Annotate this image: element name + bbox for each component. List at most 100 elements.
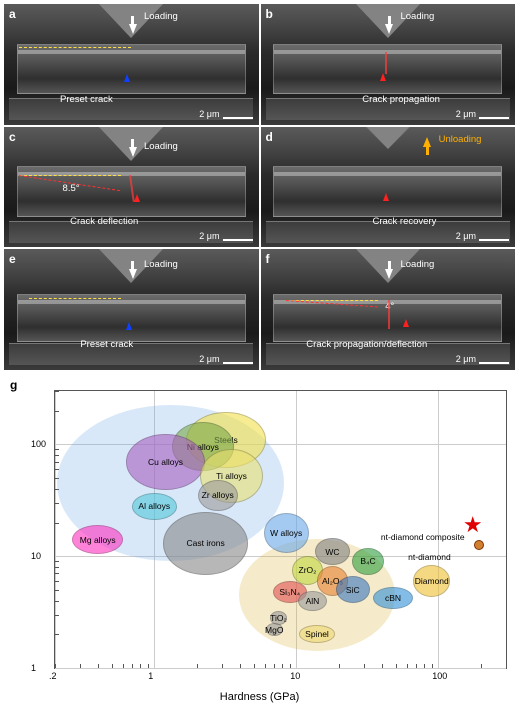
material-label-cBN: cBN: [385, 593, 401, 603]
minor-tick: [265, 664, 266, 668]
minor-tick: [123, 664, 124, 668]
loading-label: Loading: [144, 259, 178, 270]
loading-arrow-icon: [129, 24, 137, 34]
minor-tick: [254, 664, 255, 668]
star-icon: ★: [463, 512, 483, 538]
minor-tick: [55, 561, 59, 562]
minor-tick: [55, 581, 59, 582]
scale-label: 2 μm: [456, 109, 476, 119]
dot-icon: [474, 540, 484, 550]
scale-label: 2 μm: [456, 354, 476, 364]
material-label-SiC: SiC: [346, 585, 360, 595]
caption-e: Preset crack: [80, 339, 133, 350]
highlight-label-nt-diamond-composite: nt-diamond composite: [381, 532, 465, 542]
caption-a: Preset crack: [60, 94, 113, 105]
material-label-Mg alloys: Mg alloys: [80, 535, 116, 545]
scale-line-icon: [479, 362, 509, 364]
panel-label-f: f: [266, 252, 270, 266]
minor-tick: [55, 462, 59, 463]
scale-label: 2 μm: [199, 354, 219, 364]
material-label-Zr alloys: Zr alloys: [202, 490, 234, 500]
material-label-Diamond: Diamond: [415, 576, 449, 586]
sem-panel-d: d Unloading Crack recovery 2 μm: [261, 127, 516, 248]
minor-tick: [424, 664, 425, 668]
sem-panel-b: b Loading Crack propagation 2 μm: [261, 4, 516, 125]
material-label-WC: WC: [325, 547, 339, 557]
loading-label: Loading: [400, 11, 434, 22]
sem-panel-grid: a Loading Preset crack 2 μm b Loading Cr…: [0, 0, 519, 374]
minor-tick: [55, 590, 59, 591]
caption-b: Crack propagation: [362, 94, 440, 105]
loading-arrow-icon: [385, 269, 393, 279]
scale-line-icon: [479, 239, 509, 241]
minor-tick: [481, 664, 482, 668]
scale-bar: 2 μm: [456, 354, 509, 364]
material-label-Cast irons: Cast irons: [186, 538, 224, 548]
minor-tick: [55, 664, 56, 668]
minor-tick: [55, 601, 59, 602]
y-tick-label: 1: [31, 663, 51, 673]
minor-tick: [55, 391, 59, 392]
loading-label: Loading: [400, 259, 434, 270]
unloading-arrow-icon: [423, 137, 431, 147]
material-label-AlN: AlN: [306, 596, 320, 606]
sem-panel-a: a Loading Preset crack 2 μm: [4, 4, 259, 125]
minor-tick: [55, 449, 59, 450]
y-tick-label: 10: [31, 551, 51, 561]
minor-tick: [55, 634, 59, 635]
crack-line-icon: [388, 300, 390, 329]
loading-label: Loading: [144, 11, 178, 22]
minor-tick: [382, 664, 383, 668]
crack-line-icon: [385, 52, 387, 74]
panel-label-c: c: [9, 130, 16, 144]
crack-arrow-icon: [380, 73, 386, 81]
panel-label-e: e: [9, 252, 16, 266]
reference-line: [29, 298, 121, 299]
sem-panel-e: e Loading Preset crack 2 μm: [4, 249, 259, 370]
sem-panel-f: f 4° Loading Crack propagation/deflectio…: [261, 249, 516, 370]
specimen-bar: [17, 294, 246, 342]
loading-label: Unloading: [439, 134, 482, 145]
minor-tick: [364, 664, 365, 668]
panel-label-a: a: [9, 7, 16, 21]
highlight-label-nt-diamond: nt-diamond: [408, 552, 451, 562]
specimen-bar: [273, 166, 502, 217]
material-label-W alloys: W alloys: [270, 528, 302, 538]
gridline: [438, 391, 439, 668]
minor-tick: [55, 615, 59, 616]
sem-panel-c: c 8.5° Loading Crack deflection 2 μm: [4, 127, 259, 248]
chart-panel-g: g Fracture toughness (MPa m1/2) Hardness…: [0, 374, 519, 707]
material-label-Spinel: Spinel: [305, 629, 329, 639]
plot-area: .2110100110100SteelsNi alloysCu alloysTi…: [54, 390, 507, 669]
minor-tick: [132, 664, 133, 668]
caption-c: Crack deflection: [70, 216, 138, 227]
loading-arrow-icon: [385, 24, 393, 34]
minor-tick: [197, 664, 198, 668]
crack-arrow-icon: [134, 194, 140, 202]
minor-tick: [55, 503, 59, 504]
scale-line-icon: [223, 362, 253, 364]
reference-line: [19, 47, 131, 48]
angle-label: 4°: [385, 301, 394, 312]
loading-arrow-icon: [129, 147, 137, 157]
scale-label: 2 μm: [199, 109, 219, 119]
scale-label: 2 μm: [456, 231, 476, 241]
minor-tick: [80, 664, 81, 668]
minor-tick: [55, 523, 59, 524]
minor-tick: [339, 664, 340, 668]
crack-arrow-icon: [403, 319, 409, 327]
minor-tick: [407, 664, 408, 668]
caption-d: Crack recovery: [372, 216, 436, 227]
x-axis-label: Hardness (GPa): [220, 691, 299, 703]
minor-tick: [282, 664, 283, 668]
minor-tick: [55, 573, 59, 574]
minor-tick: [222, 664, 223, 668]
indenter-tip-icon: [366, 127, 410, 149]
panel-label-d: d: [266, 130, 273, 144]
reference-line: [19, 175, 121, 176]
minor-tick: [274, 664, 275, 668]
minor-tick: [396, 664, 397, 668]
material-label-ZrO2: ZrO₂: [299, 565, 317, 575]
scale-bar: 2 μm: [199, 354, 252, 364]
scale-bar: 2 μm: [456, 109, 509, 119]
